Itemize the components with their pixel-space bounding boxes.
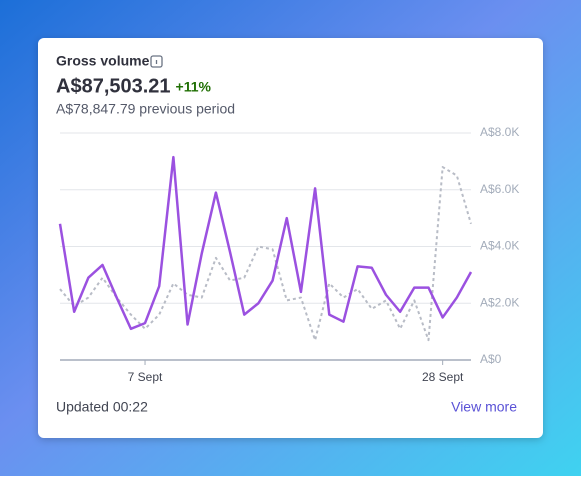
y-tick-label: A$4.0K	[480, 239, 519, 253]
y-tick-label: A$8.0K	[480, 125, 519, 139]
previous-total: A$78,847.79 previous period	[56, 101, 235, 117]
x-tick-label: 28 Sept	[422, 370, 464, 384]
updated: Updated 00:22	[56, 399, 148, 415]
series-line	[58, 155, 473, 331]
y-tick-label: A$6.0K	[480, 182, 519, 196]
info-icon[interactable]	[150, 55, 163, 68]
change: +11%	[176, 79, 212, 95]
card-title: Gross volume	[56, 53, 150, 69]
x-tick-label: 7 Sept	[128, 370, 163, 384]
view-more-link[interactable]: View more	[451, 399, 517, 415]
total-value: A$87,503.21	[56, 75, 171, 97]
y-tick-label: A$2.0K	[480, 295, 519, 309]
y-tick-label: A$0	[480, 352, 502, 366]
